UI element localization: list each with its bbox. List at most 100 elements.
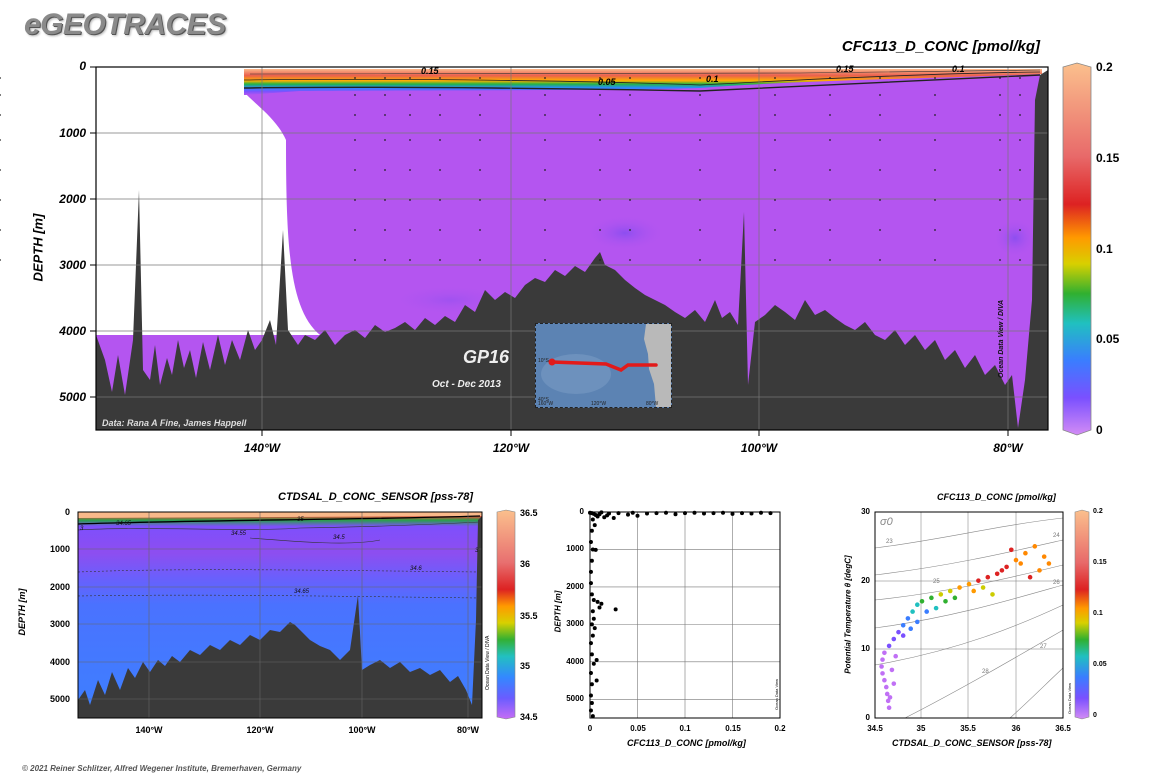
sigma0-symbol: σ0 (880, 516, 893, 528)
seafloor-topography (96, 70, 1048, 430)
profile-data-point (730, 511, 735, 516)
ts-y-tick: 10 (861, 644, 870, 653)
ts-data-point (915, 602, 920, 607)
ts-data-point (1013, 557, 1019, 563)
profile-data-point (591, 661, 596, 666)
profile-data-point (589, 622, 594, 627)
ts-data-point (905, 616, 911, 621)
profile-data-point (590, 633, 595, 638)
main-y-tick-5000: 5000 (59, 390, 86, 404)
profile-data-point (589, 682, 594, 687)
ts-data-point (884, 691, 890, 697)
ts-data-point (882, 650, 887, 656)
ts-data-point (891, 681, 897, 686)
profile-data-point (602, 515, 607, 520)
profile-data-point (589, 592, 594, 597)
salinity-section-title: CTDSAL_D_CONC_SENSOR [pss-78] (278, 491, 473, 503)
sal-y-tick: 3000 (49, 619, 70, 629)
sal-y-tick: 0 (64, 507, 70, 517)
profile-data-point (673, 512, 678, 517)
map-lon-label: 80°W (646, 401, 659, 407)
ts-x-axis-label: CTDSAL_D_CONC_SENSOR [pss-78] (892, 738, 1052, 748)
ts-data-point (1041, 554, 1047, 559)
main-grid (96, 67, 1048, 430)
ts-cbar-tick: 0.05 (1093, 661, 1107, 668)
egeotraces-logo: eGEOTRACES (24, 8, 226, 41)
main-x-tick-140w: 140°W (243, 441, 281, 455)
sal-x-tick: 80°W (456, 725, 480, 735)
ts-data-point (886, 643, 892, 649)
ts-data-point (889, 667, 895, 673)
sal-cbar-tick: 34.5 (520, 712, 538, 722)
profile-data-point (591, 598, 596, 603)
station-dots (0, 77, 1021, 261)
main-cbar-tick: 0.2 (1096, 60, 1113, 74)
main-x-tick-120w: 120°W (492, 441, 530, 455)
ts-data-point (1023, 550, 1028, 556)
main-cbar-tick: 0.1 (1096, 242, 1113, 256)
profile-data-point (589, 558, 594, 563)
ts-data-point (887, 695, 893, 700)
main-cbar-tick: 0.05 (1096, 332, 1120, 346)
profile-x-tick: 0 (587, 724, 593, 733)
profile-data-point (589, 652, 594, 657)
ts-data-point (1004, 564, 1009, 570)
main-y-tick-0: 0 (79, 59, 86, 73)
main-contour-label: 0.05 (598, 77, 616, 87)
ts-cbar-tick: 0.2 (1093, 508, 1103, 515)
sal-y-tick: 2000 (49, 582, 70, 592)
ts-data-point (919, 598, 925, 604)
sal-contour-label: 3 (475, 548, 479, 554)
profile-data-point (611, 515, 616, 520)
ts-watermark: Ocean Data View (1067, 682, 1072, 714)
profile-data-point (590, 609, 595, 614)
ts-data-point (900, 633, 906, 638)
ts-cbar-tick: 0 (1093, 712, 1097, 719)
ts-data-point (1027, 574, 1033, 580)
ts-data-point (999, 568, 1005, 573)
profile-data-point (594, 678, 599, 683)
profile-y-tick: 2000 (566, 582, 584, 591)
ts-data-point (915, 619, 920, 625)
profile-data-point (593, 547, 598, 552)
ts-data-point (910, 609, 915, 614)
profile-data-point (613, 607, 618, 612)
ts-x-tick: 35 (916, 724, 926, 733)
isopycnal-label: 23 (886, 539, 893, 545)
profile-data-point (590, 714, 595, 719)
profile-data-point (591, 616, 596, 621)
profile-y-tick: 1000 (566, 544, 584, 553)
profile-x-axis-label: CFC113_D_CONC [pmol/kg] (627, 738, 746, 748)
ts-data-point (896, 629, 901, 635)
isopycnal-label: 26 (1053, 580, 1060, 586)
ts-y-tick: 0 (865, 713, 870, 722)
ts-x-tick: 36 (1011, 724, 1021, 733)
salinity-colorbar (496, 509, 516, 720)
profile-data-point (590, 517, 595, 522)
ts-plot-title: CFC113_D_CONC [pmol/kg] (937, 492, 1056, 502)
ts-data-point (1032, 544, 1038, 549)
ts-data-point (924, 609, 929, 614)
ts-x-tick: 36.5 (1055, 724, 1071, 733)
profile-data-point (592, 523, 597, 528)
ts-data-point (943, 598, 948, 604)
ts-data-point (994, 571, 1000, 577)
ts-cbar-tick: 0.15 (1093, 559, 1107, 566)
ts-data-point (1037, 568, 1042, 573)
ts-data-point (976, 578, 981, 583)
sal-y-tick: 5000 (49, 694, 70, 704)
ts-x-tick: 34.5 (867, 724, 883, 733)
profile-y-tick: 4000 (566, 657, 584, 666)
sal-contour-label: 34.6 (410, 566, 422, 572)
ts-data-point (891, 636, 897, 642)
ts-data-point (883, 684, 889, 690)
sal-cbar-tick: 36.5 (520, 508, 538, 518)
cruise-period: Oct - Dec 2013 (432, 379, 501, 390)
isopycnal-label: 27 (1040, 644, 1047, 650)
cruise-label: GP16 (463, 347, 510, 367)
main-section-title: CFC113_D_CONC [pmol/kg] (841, 38, 1040, 55)
profile-data-point (589, 528, 594, 533)
